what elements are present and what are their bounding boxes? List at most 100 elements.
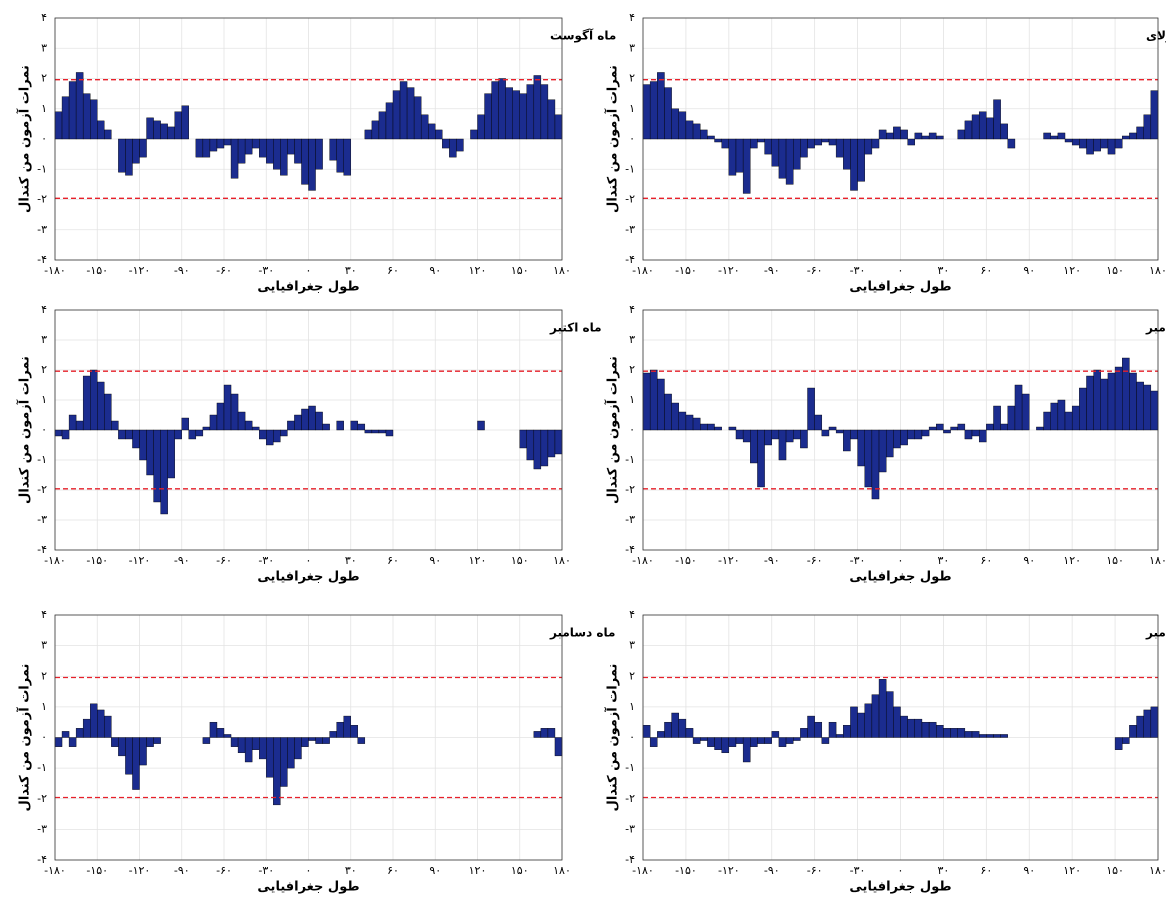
y-tick-label: -۴ — [37, 543, 47, 556]
plot-frame — [54, 614, 563, 861]
x-tick-label: -۱۸۰ — [632, 864, 654, 877]
bar — [526, 84, 535, 140]
bar — [1079, 387, 1087, 431]
bar — [700, 129, 708, 140]
bar — [821, 737, 830, 744]
bar — [533, 731, 542, 738]
x-tick-label: ۱۵۰ — [1106, 264, 1124, 277]
bar — [1071, 138, 1080, 146]
chart-panel: -۱۸۰ -۱۵۰ -۱۲۰ -۹۰ -۶۰ -۳۰ ۰ ۳۰ ۶۰ ۹۰ ۱۲۰ ۱۵۰ ۱۸۰۴۳۲… — [604, 11, 1166, 295]
bar — [907, 718, 916, 738]
bar — [757, 737, 765, 744]
x-tick-label: -۳۰ — [258, 864, 274, 877]
bar — [195, 429, 204, 437]
y-tick-label: -۲ — [37, 483, 47, 496]
bar — [950, 426, 958, 431]
bar — [1007, 138, 1016, 149]
y-tick-label: ۱ — [629, 700, 635, 713]
bar — [928, 132, 937, 140]
bar — [428, 123, 436, 140]
x-axis-label: طول جغرافیایی — [849, 570, 951, 585]
bar — [188, 429, 197, 440]
y-tick-label: ۲ — [629, 669, 635, 682]
x-tick-label: -۱۵۰ — [86, 264, 108, 277]
bar — [75, 72, 84, 140]
y-tick-label: ۰ — [41, 132, 47, 145]
bar — [671, 402, 679, 431]
x-tick-label: ۱۵۰ — [1106, 864, 1124, 877]
bar — [707, 135, 715, 140]
bar — [993, 734, 1001, 738]
x-tick-label: -۳۰ — [850, 864, 866, 877]
x-tick-label: ۳۰ — [938, 264, 950, 277]
bar — [814, 721, 823, 738]
chart-title: ماه آگوست — [550, 28, 616, 44]
bar — [153, 429, 161, 503]
x-tick-label: -۶۰ — [807, 864, 823, 877]
bar — [700, 737, 708, 741]
bar — [850, 706, 858, 738]
bar — [202, 737, 211, 744]
bar — [671, 712, 679, 738]
bar — [907, 429, 916, 440]
bar — [757, 138, 765, 143]
bar — [533, 429, 542, 470]
bar — [950, 728, 958, 738]
bar — [139, 429, 147, 461]
bar — [835, 429, 844, 434]
bar — [864, 429, 873, 488]
bar — [814, 138, 823, 146]
bar — [1136, 126, 1144, 140]
bar — [893, 706, 901, 738]
x-tick-label: -۶۰ — [807, 554, 823, 567]
bar — [547, 429, 556, 458]
bar — [230, 138, 239, 179]
bar — [936, 135, 944, 140]
bar — [139, 737, 147, 766]
bar — [649, 81, 658, 140]
bar — [202, 138, 211, 158]
x-tick-label: ۳۰ — [345, 554, 357, 567]
bar — [554, 737, 563, 757]
y-tick-label: -۲ — [625, 193, 635, 206]
bar — [1143, 114, 1152, 140]
bar — [685, 728, 694, 738]
bar — [167, 429, 175, 479]
bar — [657, 731, 665, 738]
bar — [477, 114, 485, 140]
bar — [1107, 138, 1116, 155]
bar — [1079, 138, 1087, 149]
y-tick-label: -۴ — [37, 253, 47, 266]
bar — [843, 138, 851, 170]
x-tick-label: ۹۰ — [1023, 554, 1035, 567]
y-tick-label: -۳ — [37, 822, 47, 835]
chart-title: ماه دسامبر — [549, 626, 615, 640]
y-tick-label: ۱ — [41, 102, 47, 115]
plot-frame — [54, 309, 563, 551]
bar — [721, 737, 730, 754]
x-tick-label: ۳۰ — [345, 264, 357, 277]
bar — [771, 138, 780, 167]
bar — [181, 417, 189, 431]
x-tick-label: ۱۸۰ — [1149, 264, 1166, 277]
x-tick-label: ۱۸۰ — [553, 864, 571, 877]
bar — [1057, 399, 1066, 431]
x-tick-label: -۱۲۰ — [718, 554, 740, 567]
bar — [978, 111, 987, 140]
bar — [878, 429, 887, 473]
bar — [785, 737, 794, 744]
bar — [160, 429, 168, 515]
bar — [251, 426, 260, 431]
bar — [111, 737, 119, 747]
bar — [728, 737, 737, 747]
bar — [223, 138, 232, 146]
bar — [315, 737, 323, 744]
bar — [750, 138, 758, 149]
x-tick-label: ۱۵۰ — [511, 264, 529, 277]
bar — [986, 423, 994, 431]
chart-title: ماه نوامبر — [1145, 626, 1166, 641]
bar — [266, 737, 274, 778]
bar — [519, 93, 527, 140]
bar — [800, 138, 808, 158]
bar — [835, 138, 844, 158]
